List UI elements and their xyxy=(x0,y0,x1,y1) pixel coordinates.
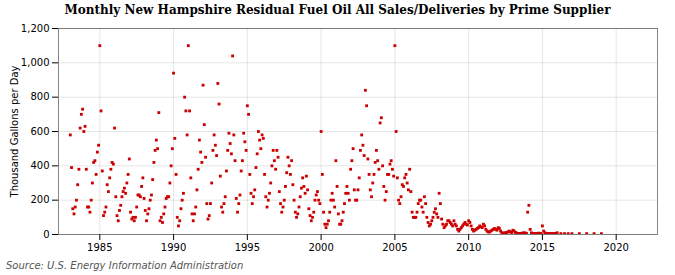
svg-text:200: 200 xyxy=(30,194,49,205)
svg-text:1,200: 1,200 xyxy=(21,23,50,34)
svg-text:2005: 2005 xyxy=(382,242,407,253)
svg-text:400: 400 xyxy=(30,160,49,171)
svg-text:2015: 2015 xyxy=(530,242,555,253)
svg-text:600: 600 xyxy=(30,126,49,137)
svg-text:2020: 2020 xyxy=(603,242,628,253)
svg-text:1990: 1990 xyxy=(161,242,186,253)
svg-text:800: 800 xyxy=(30,91,49,102)
svg-text:2000: 2000 xyxy=(308,242,333,253)
svg-text:0: 0 xyxy=(43,229,49,240)
svg-text:1985: 1985 xyxy=(87,242,112,253)
html-text:Monthly New Hampshire Residual: Monthly New Hampshire Residual Fuel Oil … xyxy=(64,3,611,17)
svg-text:1995: 1995 xyxy=(235,242,260,253)
html-text:Source: U.S. Energy Informatio: Source: U.S. Energy Information Administ… xyxy=(6,260,244,271)
svg-text:1,000: 1,000 xyxy=(21,57,50,68)
svg-text:Thousand Gallons per Day: Thousand Gallons per Day xyxy=(9,65,20,198)
svg-text:2010: 2010 xyxy=(456,242,481,253)
